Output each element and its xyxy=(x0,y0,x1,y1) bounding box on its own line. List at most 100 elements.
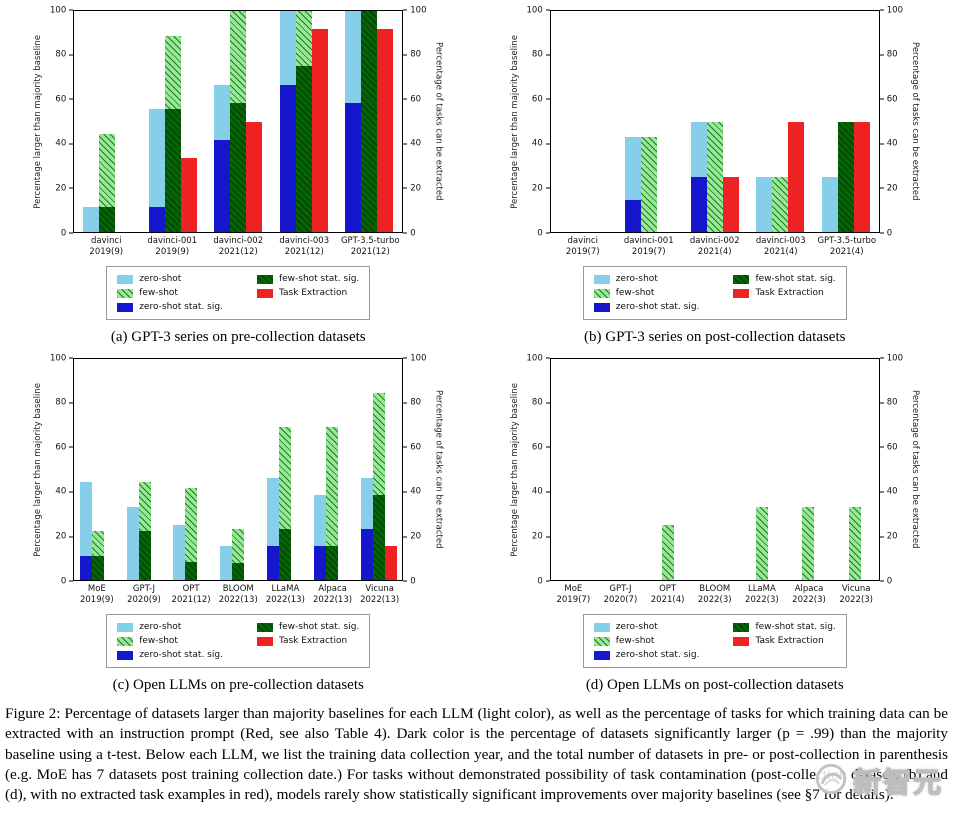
y-tick-mark xyxy=(69,187,74,189)
legend-label: few-shot stat. sig. xyxy=(278,274,360,285)
y-tick-mark xyxy=(879,98,884,100)
zero-shot-slot xyxy=(267,359,280,581)
collection-year: 2021(4) xyxy=(650,595,685,606)
legend-swatch-zero-shot xyxy=(593,274,610,284)
task-extraction-slot xyxy=(861,359,873,580)
few-shot-slot xyxy=(709,359,721,580)
y-tick-label-right: 60 xyxy=(410,442,422,453)
legend-item-few-shot: few-shot xyxy=(593,288,700,298)
bar-group-BLOOM xyxy=(215,359,262,581)
legend-item-few-shot: few-shot xyxy=(593,636,700,646)
y-tick-label-right: 40 xyxy=(410,138,422,149)
y-tick-label-left: 100 xyxy=(526,352,543,363)
x-tick-label: GPT-3.5-turbo 2021(4) xyxy=(814,236,880,258)
model-name: davinci xyxy=(567,236,598,246)
y-tick-mark xyxy=(879,402,884,404)
xinzhiyuan-watermark: 新智元 xyxy=(814,761,943,801)
legend-item-zero-shot: zero-shot xyxy=(593,274,700,284)
legend-label: zero-shot xyxy=(615,622,658,633)
y-tick-mark xyxy=(879,536,884,537)
figure-caption: Figure 2: Percentage of datasets larger … xyxy=(5,705,948,804)
legend-swatch-zero-shot xyxy=(593,622,610,632)
bar-group-GPT-3.5-turbo xyxy=(337,11,403,232)
task-extraction-bar xyxy=(788,121,805,232)
y-tick-label-left: 0 xyxy=(537,227,543,238)
plot-wrap-b: 0 0 20 20 40 40 60 60 80 80 100 100 xyxy=(527,6,903,237)
few-shot-slot xyxy=(576,11,592,232)
x-tick-label: BLOOM 2022(3) xyxy=(691,584,738,606)
zero-shot-slot xyxy=(650,359,662,580)
legend-item-zero-shot-sig: zero-shot stat. sig. xyxy=(593,650,699,660)
zero-shot-sig-bar xyxy=(79,555,92,581)
model-name: davinci-003 xyxy=(279,236,330,246)
model-name: Vicuna xyxy=(365,584,394,595)
task-extraction-slot xyxy=(721,359,733,580)
legend-swatch-zero-shot xyxy=(117,274,134,284)
y-tick-mark xyxy=(879,446,884,448)
legend-b: zero-shot few-shot zero-shot stat. sig. few… xyxy=(582,266,847,321)
bar-group-davinci-001 xyxy=(616,11,682,232)
y-tick-label-right: 100 xyxy=(410,352,427,363)
zero-shot-sig-bar xyxy=(313,546,326,581)
collection-year: 2020(9) xyxy=(127,595,161,606)
y-tick-mark xyxy=(545,357,550,359)
x-tick-label: OPT 2021(12) xyxy=(168,584,215,606)
model-name: Alpaca xyxy=(794,584,824,595)
task-extraction-slot xyxy=(722,11,739,232)
legend-swatch-few-shot-sig xyxy=(733,622,750,632)
task-extraction-slot xyxy=(115,11,131,232)
few-shot-sig-bar xyxy=(279,529,292,581)
y-tick-label-right: 20 xyxy=(410,183,422,194)
y-tick-mark xyxy=(69,491,74,493)
x-tick-label: OPT 2021(4) xyxy=(644,584,691,606)
legend-label: few-shot xyxy=(139,288,178,299)
few-shot-slot xyxy=(661,359,674,581)
y-tick-label-left: 0 xyxy=(60,227,67,238)
plot-area-b xyxy=(549,10,880,233)
y-tick-label-left: 40 xyxy=(531,486,543,497)
y-tick-label-right: 100 xyxy=(886,352,903,363)
collection-year: 2022(13) xyxy=(218,595,258,606)
y-tick-label-right: 40 xyxy=(886,138,898,149)
collection-year: 2019(9) xyxy=(79,595,114,606)
zero-shot-slot xyxy=(79,359,92,581)
legend-item-few-shot: few-shot xyxy=(117,636,223,646)
model-name: davinci-003 xyxy=(755,236,806,246)
y-tick-label-left: 20 xyxy=(531,531,543,542)
few-shot-slot xyxy=(849,359,862,581)
zero-shot-slot xyxy=(345,11,362,232)
y-tick-label-left: 40 xyxy=(531,138,543,149)
plot-and-xaxis: 0 0 20 20 40 40 60 60 80 80 100 100 davinci 2019(7) d… xyxy=(527,6,903,258)
x-tick-label: LLaMA 2022(13) xyxy=(262,584,309,606)
legend-item-few-shot-sig: few-shot stat. sig. xyxy=(733,622,836,632)
task-extraction-slot xyxy=(338,359,350,580)
model-name: GPT-J xyxy=(609,584,632,595)
model-name: davinci-002 xyxy=(689,236,740,246)
legend-label: zero-shot stat. sig. xyxy=(139,302,223,313)
y-axis-label-right: Percentage of tasks can be extracted xyxy=(910,358,920,581)
bar-group-Alpaca xyxy=(785,359,832,581)
zero-shot-bar xyxy=(821,176,838,232)
y-tick-label-left: 40 xyxy=(55,486,67,497)
y-tick-mark xyxy=(545,232,550,234)
chart-panel-d: Percentage larger than majority baseline… xyxy=(477,354,953,694)
chart-area-d: Percentage larger than majority baseline… xyxy=(510,354,920,606)
y-tick-mark xyxy=(545,54,550,56)
x-tick-label: MoE 2019(7) xyxy=(550,584,597,606)
zero-shot-slot xyxy=(220,359,233,581)
few-shot-sig-bar xyxy=(138,531,151,581)
bar-group-Vicuna xyxy=(832,359,879,581)
y-axis-label-left-text: Percentage larger than majority baseline xyxy=(33,34,44,209)
few-shot-bar xyxy=(325,427,338,581)
collection-year: 2019(7) xyxy=(631,247,666,258)
subplot-caption-c: (c) Open LLMs on pre-collection datasets xyxy=(112,677,364,694)
y-tick-label-left: 100 xyxy=(50,4,67,15)
bar-group-davinci-002 xyxy=(205,11,271,232)
y-axis-label-right: Percentage of tasks can be extracted xyxy=(433,10,443,233)
y-tick-label-left: 20 xyxy=(55,183,67,194)
collection-year: 2022(3) xyxy=(792,595,826,606)
task-extraction-slot xyxy=(311,11,328,232)
collection-year: 2021(12) xyxy=(350,247,390,258)
task-extraction-slot xyxy=(674,359,686,580)
legend-swatch-zero-shot xyxy=(117,622,134,632)
